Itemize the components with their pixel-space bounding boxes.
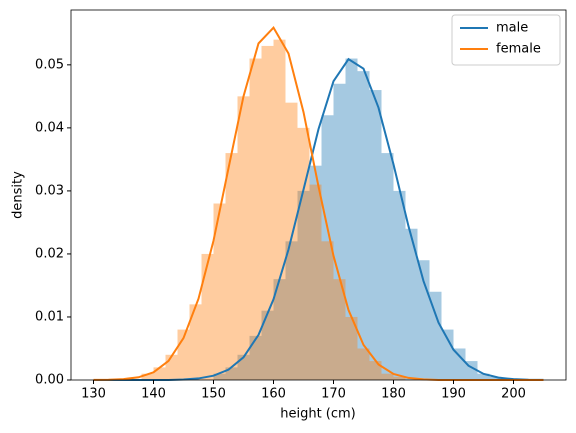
plot-frame [70,9,567,381]
histogram-bar [441,329,454,380]
histogram-bar [453,348,466,380]
histogram-bar [273,39,286,380]
histogram-bar [261,310,274,380]
histogram-bar [273,279,286,380]
y-axis-label: density [11,171,26,219]
histogram-bar [297,190,310,380]
y-tick-label: 0.04 [35,120,64,135]
histogram-bar [321,115,334,381]
histogram-bar [249,58,262,381]
histogram-bar [357,71,370,381]
histogram-bar [237,96,250,381]
legend-label: female [496,42,541,57]
histogram-bar [369,90,382,380]
histogram-bar [381,153,394,380]
legend-label: male [496,21,528,36]
histogram-bar [261,45,274,380]
x-tick-label: 160 [261,387,286,402]
y-tick-label: 0.03 [35,183,64,198]
x-tick-label: 190 [441,387,466,402]
histogram-bar [309,165,322,380]
histogram-bar [489,376,502,380]
histogram-bar [141,373,154,380]
histogram-bar [297,127,310,380]
histogram-bar [429,291,442,380]
histogram-bar [225,153,238,380]
histogram-bar [189,304,202,380]
histogram-bar [333,83,346,381]
x-axis-label: height (cm) [280,407,356,422]
histogram-bar [285,241,298,380]
histogram-bar [213,203,226,380]
y-tick-label: 0.00 [35,373,64,388]
histogram-bar [213,373,226,380]
histogram-bar [393,190,406,380]
y-tick-label: 0.02 [35,246,64,261]
y-tick-label: 0.01 [35,309,64,324]
histogram-bar [345,58,358,381]
histogram-bar [477,373,490,380]
x-tick-label: 200 [501,387,526,402]
histogram-bar [309,184,322,380]
histogram-bar [357,348,370,380]
histogram-bar [201,253,214,380]
histogram-bar [333,279,346,380]
histogram-bar [369,361,382,380]
x-tick-label: 150 [201,387,226,402]
histogram-bar [153,367,166,380]
histogram-bar [393,376,406,380]
x-tick-label: 130 [81,387,106,402]
y-tick-label: 0.05 [35,57,64,72]
x-tick-label: 170 [321,387,346,402]
x-tick-label: 180 [381,387,406,402]
x-tick-label: 140 [141,387,166,402]
histogram-bar [321,241,334,380]
histogram-bar [345,316,358,380]
histogram-bar [249,335,262,380]
histogram-bar [405,228,418,380]
histogram-bar [381,373,394,380]
histogram-bar [237,354,250,380]
histogram-bar [165,354,178,380]
